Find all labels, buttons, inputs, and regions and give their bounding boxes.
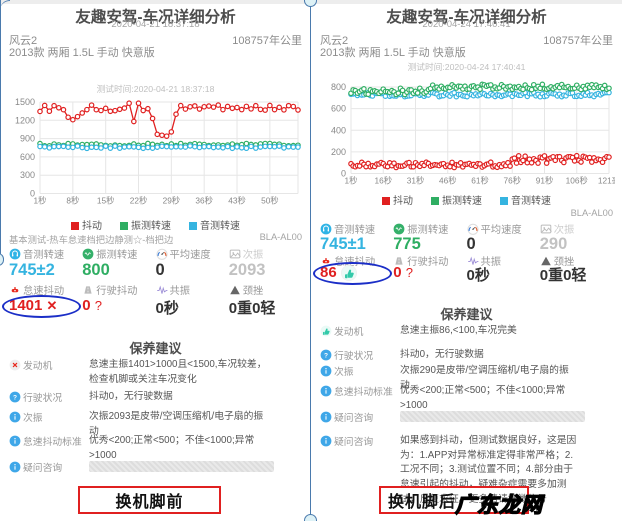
svg-text:?: ? <box>13 394 17 401</box>
svg-text:600: 600 <box>20 152 35 162</box>
svg-text:1500: 1500 <box>15 97 35 107</box>
svg-text:1200: 1200 <box>15 115 35 125</box>
svg-text:50秒: 50秒 <box>261 196 279 206</box>
svg-text:106秒: 106秒 <box>566 176 588 186</box>
svg-text:600: 600 <box>331 104 346 114</box>
svg-text:300: 300 <box>20 170 35 180</box>
svg-text:1秒: 1秒 <box>345 176 358 186</box>
svg-text:121毫: 121毫 <box>598 176 615 186</box>
svg-text:46秒: 46秒 <box>439 176 457 186</box>
svg-text:800: 800 <box>331 82 346 92</box>
svg-text:16秒: 16秒 <box>374 176 392 186</box>
svg-text:900: 900 <box>20 134 35 144</box>
svg-text:8秒: 8秒 <box>66 196 79 206</box>
svg-text:43秒: 43秒 <box>228 196 246 206</box>
svg-text:76秒: 76秒 <box>503 176 521 186</box>
svg-text:61秒: 61秒 <box>471 176 489 186</box>
svg-text:15秒: 15秒 <box>97 196 115 206</box>
svg-text:?: ? <box>324 352 328 359</box>
svg-text:29秒: 29秒 <box>163 196 181 206</box>
svg-text:22秒: 22秒 <box>130 196 148 206</box>
svg-text:1秒: 1秒 <box>34 196 47 206</box>
svg-text:400: 400 <box>331 125 346 135</box>
svg-text:91秒: 91秒 <box>536 176 554 186</box>
svg-text:200: 200 <box>331 147 346 157</box>
svg-text:31秒: 31秒 <box>407 176 425 186</box>
svg-text:36秒: 36秒 <box>195 196 213 206</box>
